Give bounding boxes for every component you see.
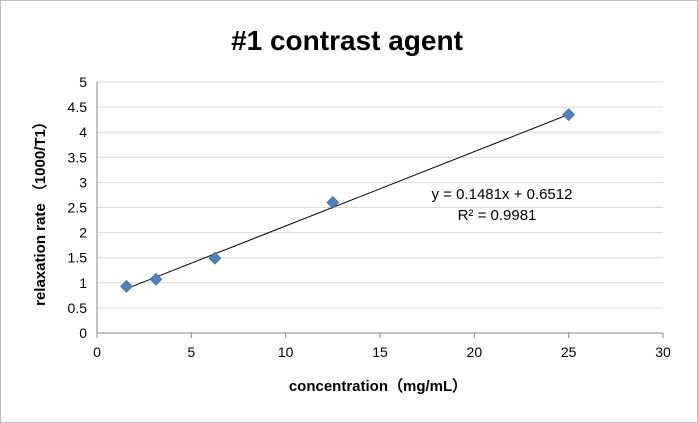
x-axis-label: concentration（mg/mL）: [289, 377, 467, 395]
y-tick-labels: 0 0.5 1 1.5 2 2.5 3 3.5 4 4.5 5: [68, 74, 88, 341]
trendline-r-squared: R² = 0.9981: [458, 207, 537, 224]
x-tick-label: 20: [467, 344, 483, 360]
x-tick-labels: 0 5 10 15 20 25 30: [93, 344, 671, 360]
data-points: [120, 108, 576, 293]
gridlines: [97, 81, 663, 309]
data-point: [208, 251, 222, 265]
chart-title: #1 contrast agent: [231, 25, 463, 56]
y-tick-label: 5: [79, 74, 87, 90]
x-tick-label: 0: [93, 344, 101, 360]
y-tick-label: 4.5: [68, 99, 88, 115]
y-axis-label: relaxation rate （1000/T1）: [31, 114, 49, 306]
y-tick-label: 2: [79, 225, 87, 241]
x-tick-label: 30: [655, 344, 671, 360]
y-tick-label: 4: [79, 124, 87, 140]
data-point: [562, 108, 576, 122]
data-point: [326, 196, 340, 209]
y-tick-label: 1.5: [68, 250, 88, 266]
y-tick-label: 2.5: [68, 200, 88, 216]
y-tick-label: 1: [79, 275, 87, 291]
data-point: [149, 272, 163, 286]
y-tick-label: 0: [79, 325, 87, 341]
y-tick-label: 3.5: [68, 149, 88, 165]
y-tick-label: 0.5: [68, 300, 88, 316]
trendline: [126, 113, 569, 290]
trendline-equation: y = 0.1481x + 0.6512: [432, 186, 573, 203]
y-tick-label: 3: [79, 174, 87, 190]
x-tick-label: 5: [187, 344, 195, 360]
data-point: [120, 279, 133, 293]
trendline-line: [126, 113, 569, 290]
x-tick-label: 25: [561, 344, 577, 360]
x-tick-label: 15: [372, 344, 388, 360]
x-tick-label: 10: [278, 344, 294, 360]
axes: [96, 82, 664, 338]
